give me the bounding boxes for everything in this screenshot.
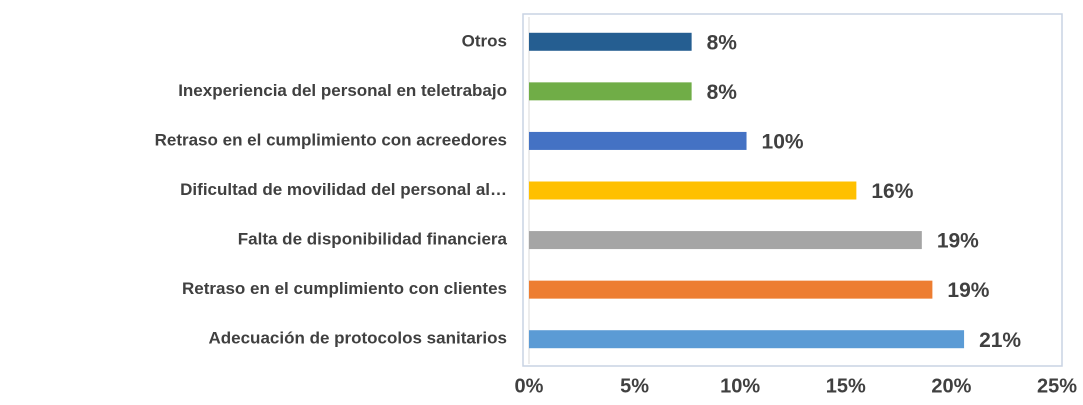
x-tick-label: 20% [931, 375, 971, 397]
bar [529, 32, 692, 51]
bar [529, 131, 747, 150]
x-tick-label: 0% [515, 375, 544, 397]
plot-frame [522, 13, 1063, 367]
value-label: 8% [707, 81, 738, 104]
value-label: 8% [707, 31, 738, 54]
bar [529, 181, 857, 200]
x-tick-label: 10% [720, 375, 760, 397]
x-tick-label: 15% [826, 375, 866, 397]
category-label: Retraso en el cumplimiento con clientes [182, 279, 507, 298]
bar [529, 330, 965, 349]
bar [529, 82, 692, 101]
x-tick-label: 25% [1037, 375, 1077, 397]
value-label: 19% [937, 230, 979, 253]
category-label: Adecuación de protocolos sanitarios [208, 329, 507, 348]
value-label: 10% [762, 130, 804, 153]
category-label: Inexperiencia del personal en teletrabaj… [178, 81, 507, 100]
category-label: Retraso en el cumplimiento con acreedore… [155, 130, 507, 149]
x-tick-label: 5% [620, 375, 649, 397]
category-label: Dificultad de movilidad del personal al… [180, 180, 507, 199]
bar [529, 231, 922, 250]
value-label: 19% [947, 279, 989, 302]
bar [529, 280, 933, 299]
value-label: 16% [871, 180, 913, 203]
value-label: 21% [979, 329, 1021, 352]
category-label: Falta de disponibilidad financiera [238, 230, 508, 249]
category-label: Otros [462, 31, 507, 50]
